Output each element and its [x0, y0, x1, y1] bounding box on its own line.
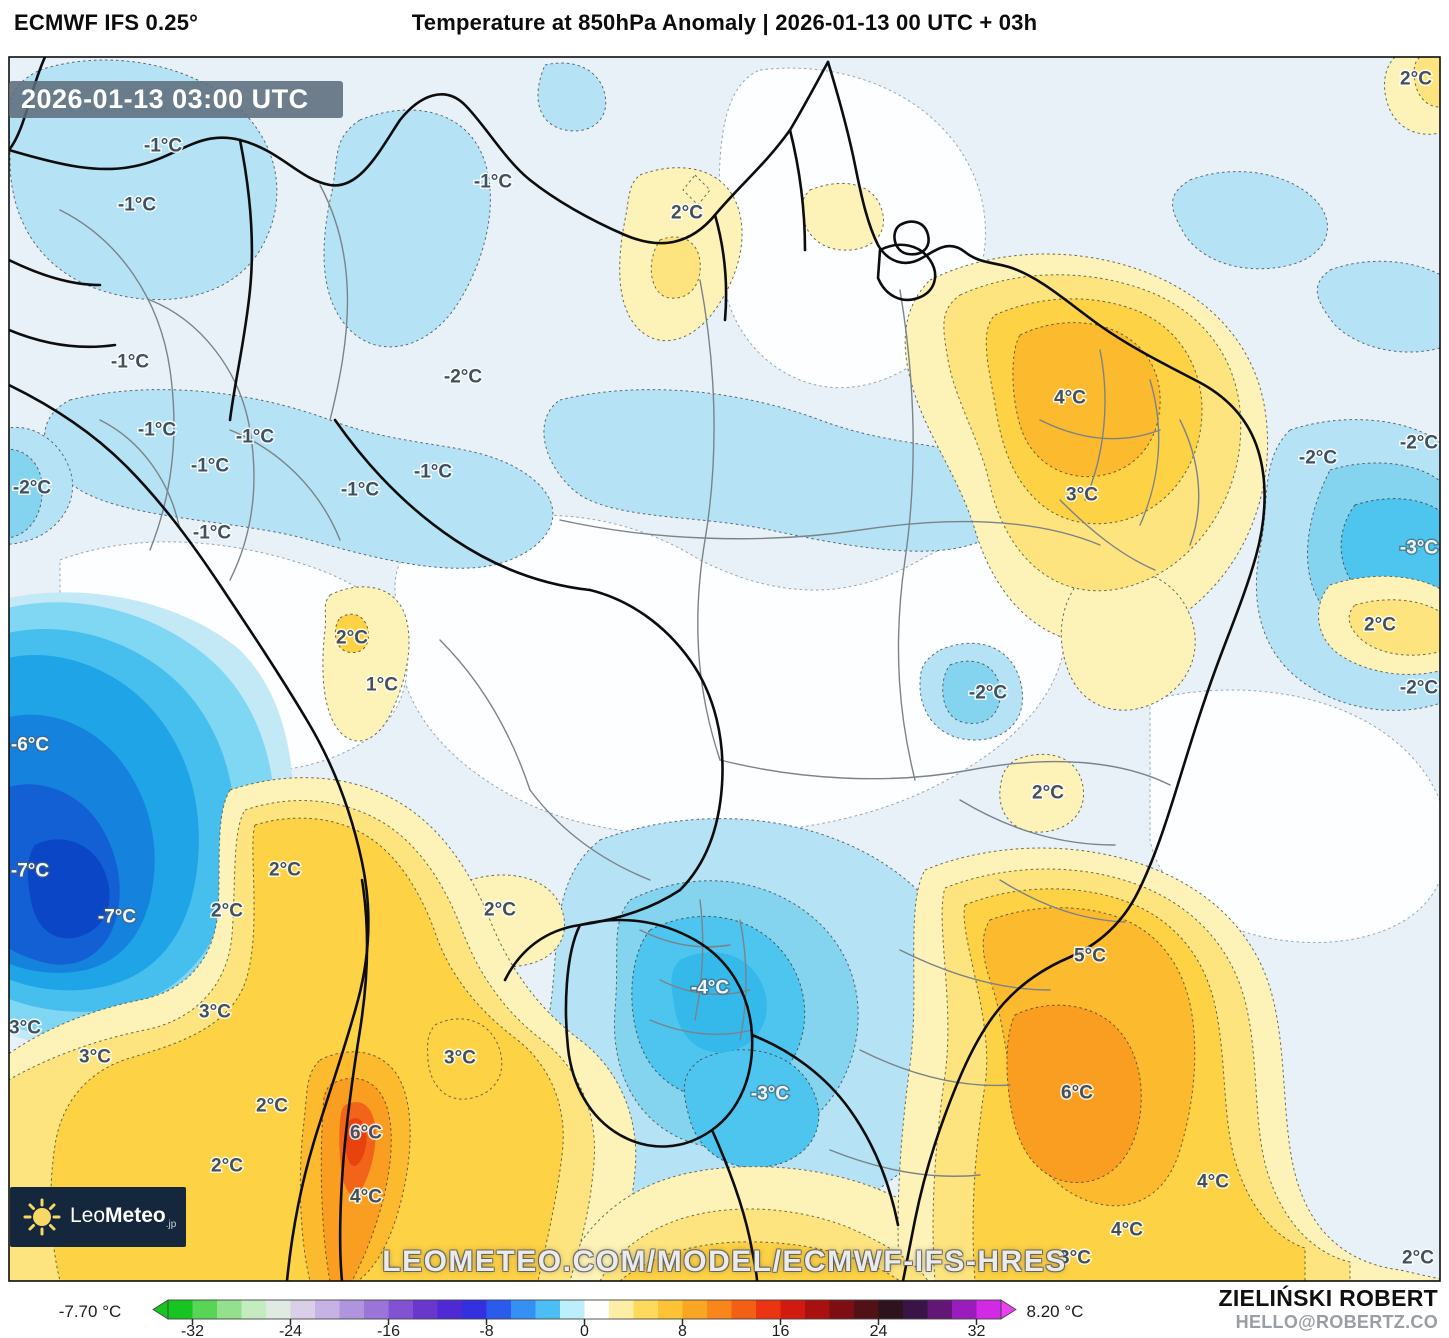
anomaly-label: 2°C: [1402, 1248, 1434, 1269]
anomaly-label: -1°C: [236, 427, 274, 448]
logo-prefix: Leo: [70, 1203, 106, 1227]
anomaly-label: -2°C: [1400, 433, 1438, 454]
anomaly-label: -1°C: [111, 352, 149, 373]
anomaly-label: 2°C: [336, 628, 368, 649]
colorbar-tick-label: -16: [377, 1323, 400, 1338]
timestamp-overlay: 2026-01-13 03:00 UTC: [9, 81, 343, 118]
anomaly-label: -1°C: [341, 480, 379, 501]
colorbar-max-label: 8.20 °C: [1026, 1302, 1084, 1321]
anomaly-label: -3°C: [751, 1084, 789, 1105]
anomaly-label: 2°C: [1400, 69, 1432, 90]
anomaly-label: 3°C: [79, 1047, 111, 1068]
anomaly-label: 4°C: [1197, 1172, 1229, 1193]
anomaly-label: 4°C: [350, 1187, 382, 1208]
colorbar-tick-label: 0: [580, 1323, 589, 1338]
anomaly-label: 2°C: [1364, 615, 1396, 636]
anomaly-label: -1°C: [474, 172, 512, 193]
anomaly-label: -6°C: [11, 735, 49, 756]
colorbar-tick-label: 16: [772, 1323, 790, 1338]
anomaly-label: -1°C: [193, 523, 231, 544]
anomaly-label: 3°C: [1059, 1248, 1091, 1269]
sun-icon: [23, 1198, 61, 1236]
anomaly-label: -7°C: [11, 861, 49, 882]
anomaly-label: 3°C: [1066, 485, 1098, 506]
anomaly-label: -2°C: [444, 367, 482, 388]
anomaly-label: -7°C: [98, 907, 136, 928]
anomaly-label: 4°C: [1111, 1220, 1143, 1241]
credit-name: ZIELIŃSKI ROBERT: [1218, 1285, 1438, 1311]
anomaly-label: -4°C: [691, 978, 729, 999]
logo-wordmark: LeoMeteo.jp: [70, 1204, 176, 1230]
anomaly-label: 2°C: [671, 203, 703, 224]
colorbar-tick-label: -24: [279, 1323, 302, 1338]
anomaly-label: -1°C: [138, 420, 176, 441]
anomaly-label: -1°C: [118, 195, 156, 216]
anomaly-label: -2°C: [13, 478, 51, 499]
anomaly-label: 2°C: [1032, 783, 1064, 804]
anomaly-label: 6°C: [1061, 1083, 1093, 1104]
anomaly-label: 4°C: [1054, 388, 1086, 409]
anomaly-label: 3°C: [9, 1018, 41, 1039]
page-title: Temperature at 850hPa Anomaly | 2026-01-…: [411, 10, 1038, 35]
anomaly-label: 2°C: [211, 1156, 243, 1177]
anomaly-label: -2°C: [1299, 448, 1337, 469]
map-frame: [8, 56, 1441, 1282]
colorbar-tick-label: 8: [678, 1323, 687, 1338]
colorbar-tick-label: 24: [870, 1323, 888, 1338]
anomaly-label: 2°C: [211, 901, 243, 922]
map-region-cool4: [671, 952, 767, 1053]
colorbar-tick-label: 32: [968, 1323, 986, 1338]
map-region-warm7: [345, 1118, 367, 1167]
anomaly-labels: -1°C -1°C -1°C 2°C 2°C -1°C -2°C -1°C -1°C -1°C -2…: [9, 67, 1440, 1270]
anomaly-label: 2°C: [269, 860, 301, 881]
country-borders: [9, 57, 1266, 1281]
anomaly-label: -1°C: [144, 136, 182, 157]
anomaly-label: 3°C: [444, 1048, 476, 1069]
anomaly-label: 5°C: [1074, 946, 1106, 967]
colorbar-min-label: -7.70 °C: [58, 1302, 122, 1321]
colorbar-tick-label: -8: [479, 1323, 493, 1338]
logo-tld: .jp: [165, 1219, 177, 1231]
leometeo-logo: LeoMeteo.jp: [10, 1187, 186, 1247]
anomaly-label: 3°C: [199, 1002, 231, 1023]
anomaly-label: 2°C: [484, 900, 516, 921]
colorbar-tick-label: -32: [181, 1323, 204, 1338]
anomaly-label: -3°C: [1400, 538, 1438, 559]
anomaly-label: 6°C: [350, 1123, 382, 1144]
state-borders: [59, 184, 1200, 1177]
model-name: ECMWF IFS 0.25°: [14, 10, 199, 35]
anomaly-label: 1°C: [366, 675, 398, 696]
anomaly-label: -1°C: [191, 456, 229, 477]
logo-name: Meteo: [105, 1203, 166, 1227]
watermark-url: LEOMETEO.COM/MODEL/ECMWF-IFS-HRES: [382, 1245, 1067, 1278]
anomaly-label: -1°C: [414, 462, 452, 483]
credit-email: HELLO@ROBERTZ.CO: [1235, 1312, 1438, 1332]
anomaly-label: -2°C: [1400, 678, 1438, 699]
anomaly-label: 2°C: [256, 1096, 288, 1117]
anomaly-label: -2°C: [969, 683, 1007, 704]
